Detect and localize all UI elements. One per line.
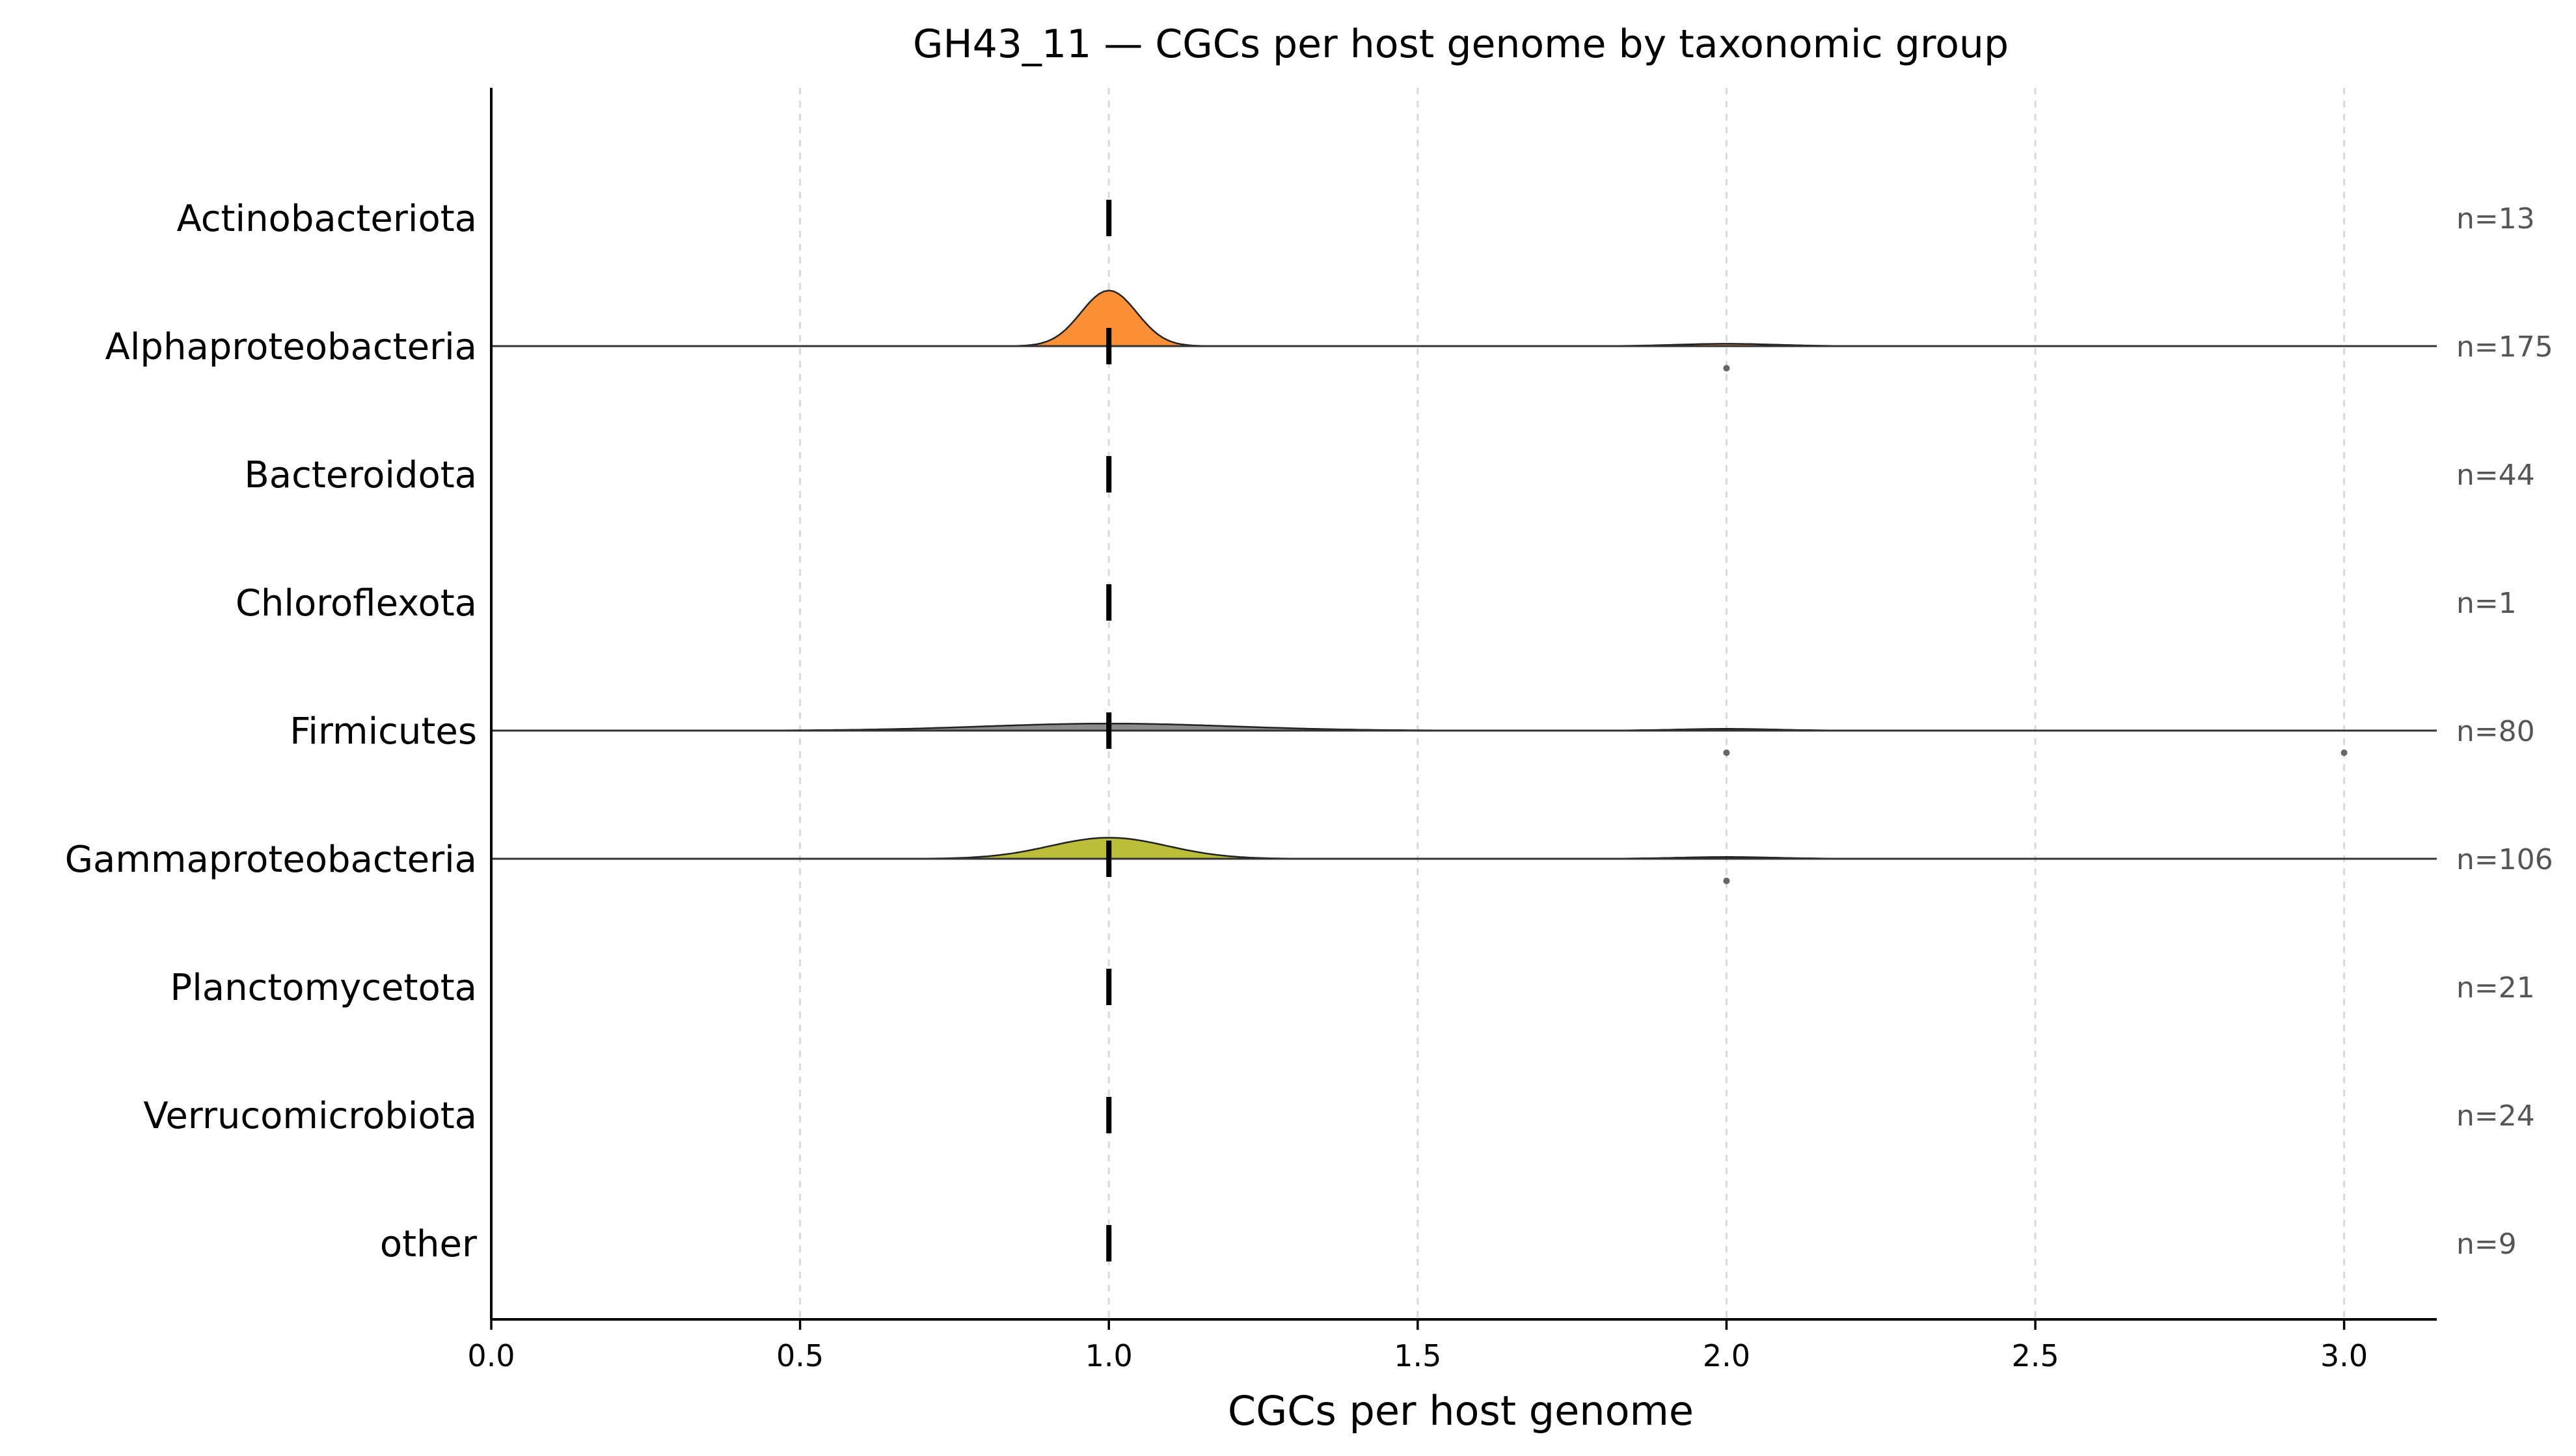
ridge-row xyxy=(491,290,2437,371)
sample-size-label: n=13 xyxy=(2456,202,2535,236)
category-label: Alphaproteobacteria xyxy=(105,326,477,368)
x-tick-label: 2.0 xyxy=(1703,1338,1750,1373)
ridge-row xyxy=(491,837,2437,884)
ridge-row xyxy=(491,712,2437,756)
x-axis-label: CGCs per host genome xyxy=(1228,1387,1694,1435)
outlier-point xyxy=(1723,749,1730,756)
sample-size-label: n=44 xyxy=(2456,459,2535,492)
category-label: Verrucomicrobiota xyxy=(143,1095,477,1137)
x-tick-label: 1.0 xyxy=(1085,1338,1133,1373)
density-ridge xyxy=(491,290,2437,347)
outlier-point xyxy=(2340,749,2348,756)
category-label: Actinobacteriota xyxy=(176,198,477,240)
sample-size-label: n=175 xyxy=(2456,330,2553,364)
density-ridge xyxy=(491,722,2437,732)
sample-size-label: n=1 xyxy=(2456,587,2517,620)
outlier-point xyxy=(1723,878,1730,884)
grid-layer xyxy=(799,88,2346,1319)
sample-size-label: n=24 xyxy=(2456,1099,2535,1133)
label-layer: Actinobacteriota n=13 Alphaproteobacteria n… xyxy=(65,198,2553,1265)
density-ridge xyxy=(491,837,2437,860)
chart-title: GH43_11 — CGCs per host genome by taxono… xyxy=(913,21,2009,67)
x-tick-label: 0.5 xyxy=(776,1338,824,1373)
category-label: Bacteroidota xyxy=(244,454,477,496)
category-label: Gammaproteobacteria xyxy=(65,839,477,881)
x-tick-layer: 0.0 0.5 1.0 1.5 2.0 2.5 3.0 xyxy=(467,1319,2368,1373)
ridge-layer xyxy=(491,200,2437,1261)
sample-size-label: n=106 xyxy=(2456,843,2553,876)
category-label: other xyxy=(380,1223,478,1265)
category-label: Planctomycetota xyxy=(170,967,477,1009)
x-tick-label: 2.5 xyxy=(2011,1338,2059,1373)
category-label: Chloroflexota xyxy=(236,582,477,625)
sample-size-label: n=21 xyxy=(2456,971,2535,1004)
x-tick-label: 0.0 xyxy=(467,1338,515,1373)
x-tick-label: 1.5 xyxy=(1394,1338,1441,1373)
outlier-point xyxy=(1723,365,1730,371)
x-tick-label: 3.0 xyxy=(2320,1338,2368,1373)
sample-size-label: n=80 xyxy=(2456,715,2535,748)
category-label: Firmicutes xyxy=(290,710,477,753)
sample-size-label: n=9 xyxy=(2456,1228,2517,1261)
